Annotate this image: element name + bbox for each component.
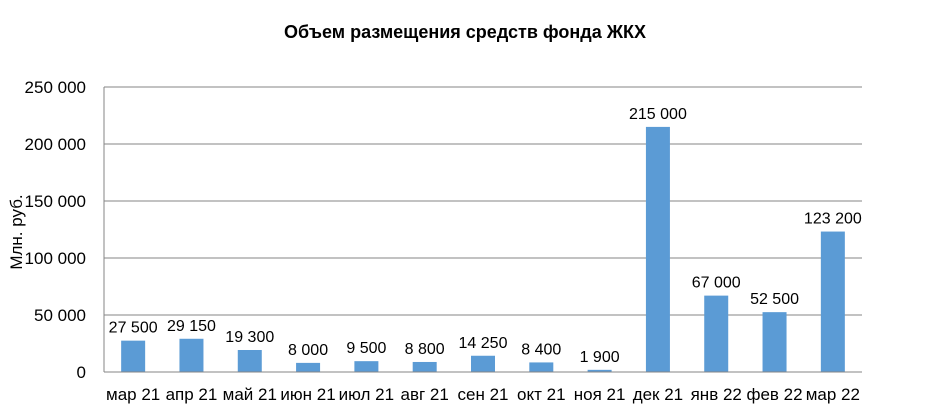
x-tick-label: авг 21: [401, 385, 449, 404]
y-tick-label: 0: [77, 363, 86, 382]
data-label: 8 800: [405, 341, 445, 358]
y-tick-label: 200 000: [25, 135, 86, 154]
y-tick-label: 150 000: [25, 192, 86, 211]
data-label: 14 250: [459, 335, 508, 352]
x-tick-label: янв 22: [691, 385, 742, 404]
data-label: 8 400: [521, 341, 561, 358]
x-tick-label: ноя 21: [574, 385, 626, 404]
data-label: 215 000: [629, 106, 687, 123]
data-label: 67 000: [692, 275, 741, 292]
y-tick-label: 100 000: [25, 249, 86, 268]
x-tick-label: июн 21: [280, 385, 335, 404]
bar: [354, 361, 379, 372]
bar: [471, 355, 495, 372]
y-tick-label: 50 000: [34, 306, 86, 325]
x-tick-label: окт 21: [517, 385, 566, 404]
gridlines: [104, 86, 862, 316]
data-label: 1 900: [580, 349, 620, 366]
x-tick-label: апр 21: [166, 385, 218, 404]
chart-title: Объем размещения средств фонда ЖКХ: [284, 22, 646, 42]
x-tick-label: июл 21: [339, 385, 394, 404]
y-axis-ticks: 0 50 000 100 000 150 000 200 000 250 000: [25, 78, 86, 382]
x-tick-label: мар 22: [806, 385, 860, 404]
x-tick-label: сен 21: [458, 385, 509, 404]
data-label: 8 000: [288, 342, 328, 359]
bar: [296, 362, 321, 372]
bar: [121, 340, 146, 372]
x-tick-label: мар 21: [106, 385, 160, 404]
data-label: 52 500: [750, 291, 799, 308]
data-label: 27 500: [109, 320, 158, 337]
bar: [762, 312, 787, 372]
bar: [412, 361, 437, 372]
bar: [645, 126, 670, 373]
data-labels: 27 500 29 150 19 300 8 000 9 500 8 800 14 250 8…: [109, 106, 862, 366]
bar: [529, 362, 554, 372]
bar: [587, 369, 612, 372]
data-label: 123 200: [804, 211, 862, 228]
x-tick-label: фев 22: [746, 385, 802, 404]
bar: [237, 349, 262, 372]
data-label: 29 150: [167, 318, 216, 335]
x-tick-label: май 21: [223, 385, 277, 404]
y-tick-label: 250 000: [25, 78, 86, 97]
bars: [121, 126, 845, 373]
bar: [704, 295, 729, 372]
x-tick-label: дек 21: [633, 385, 683, 404]
data-label: 9 500: [346, 340, 386, 357]
y-axis-label: Млн. руб.: [7, 194, 26, 269]
x-axis-ticks: мар 21 апр 21 май 21 июн 21 июл 21 авг 21 сен …: [106, 385, 860, 404]
data-label: 19 300: [225, 329, 274, 346]
bar: [820, 231, 845, 372]
bar: [179, 338, 204, 372]
